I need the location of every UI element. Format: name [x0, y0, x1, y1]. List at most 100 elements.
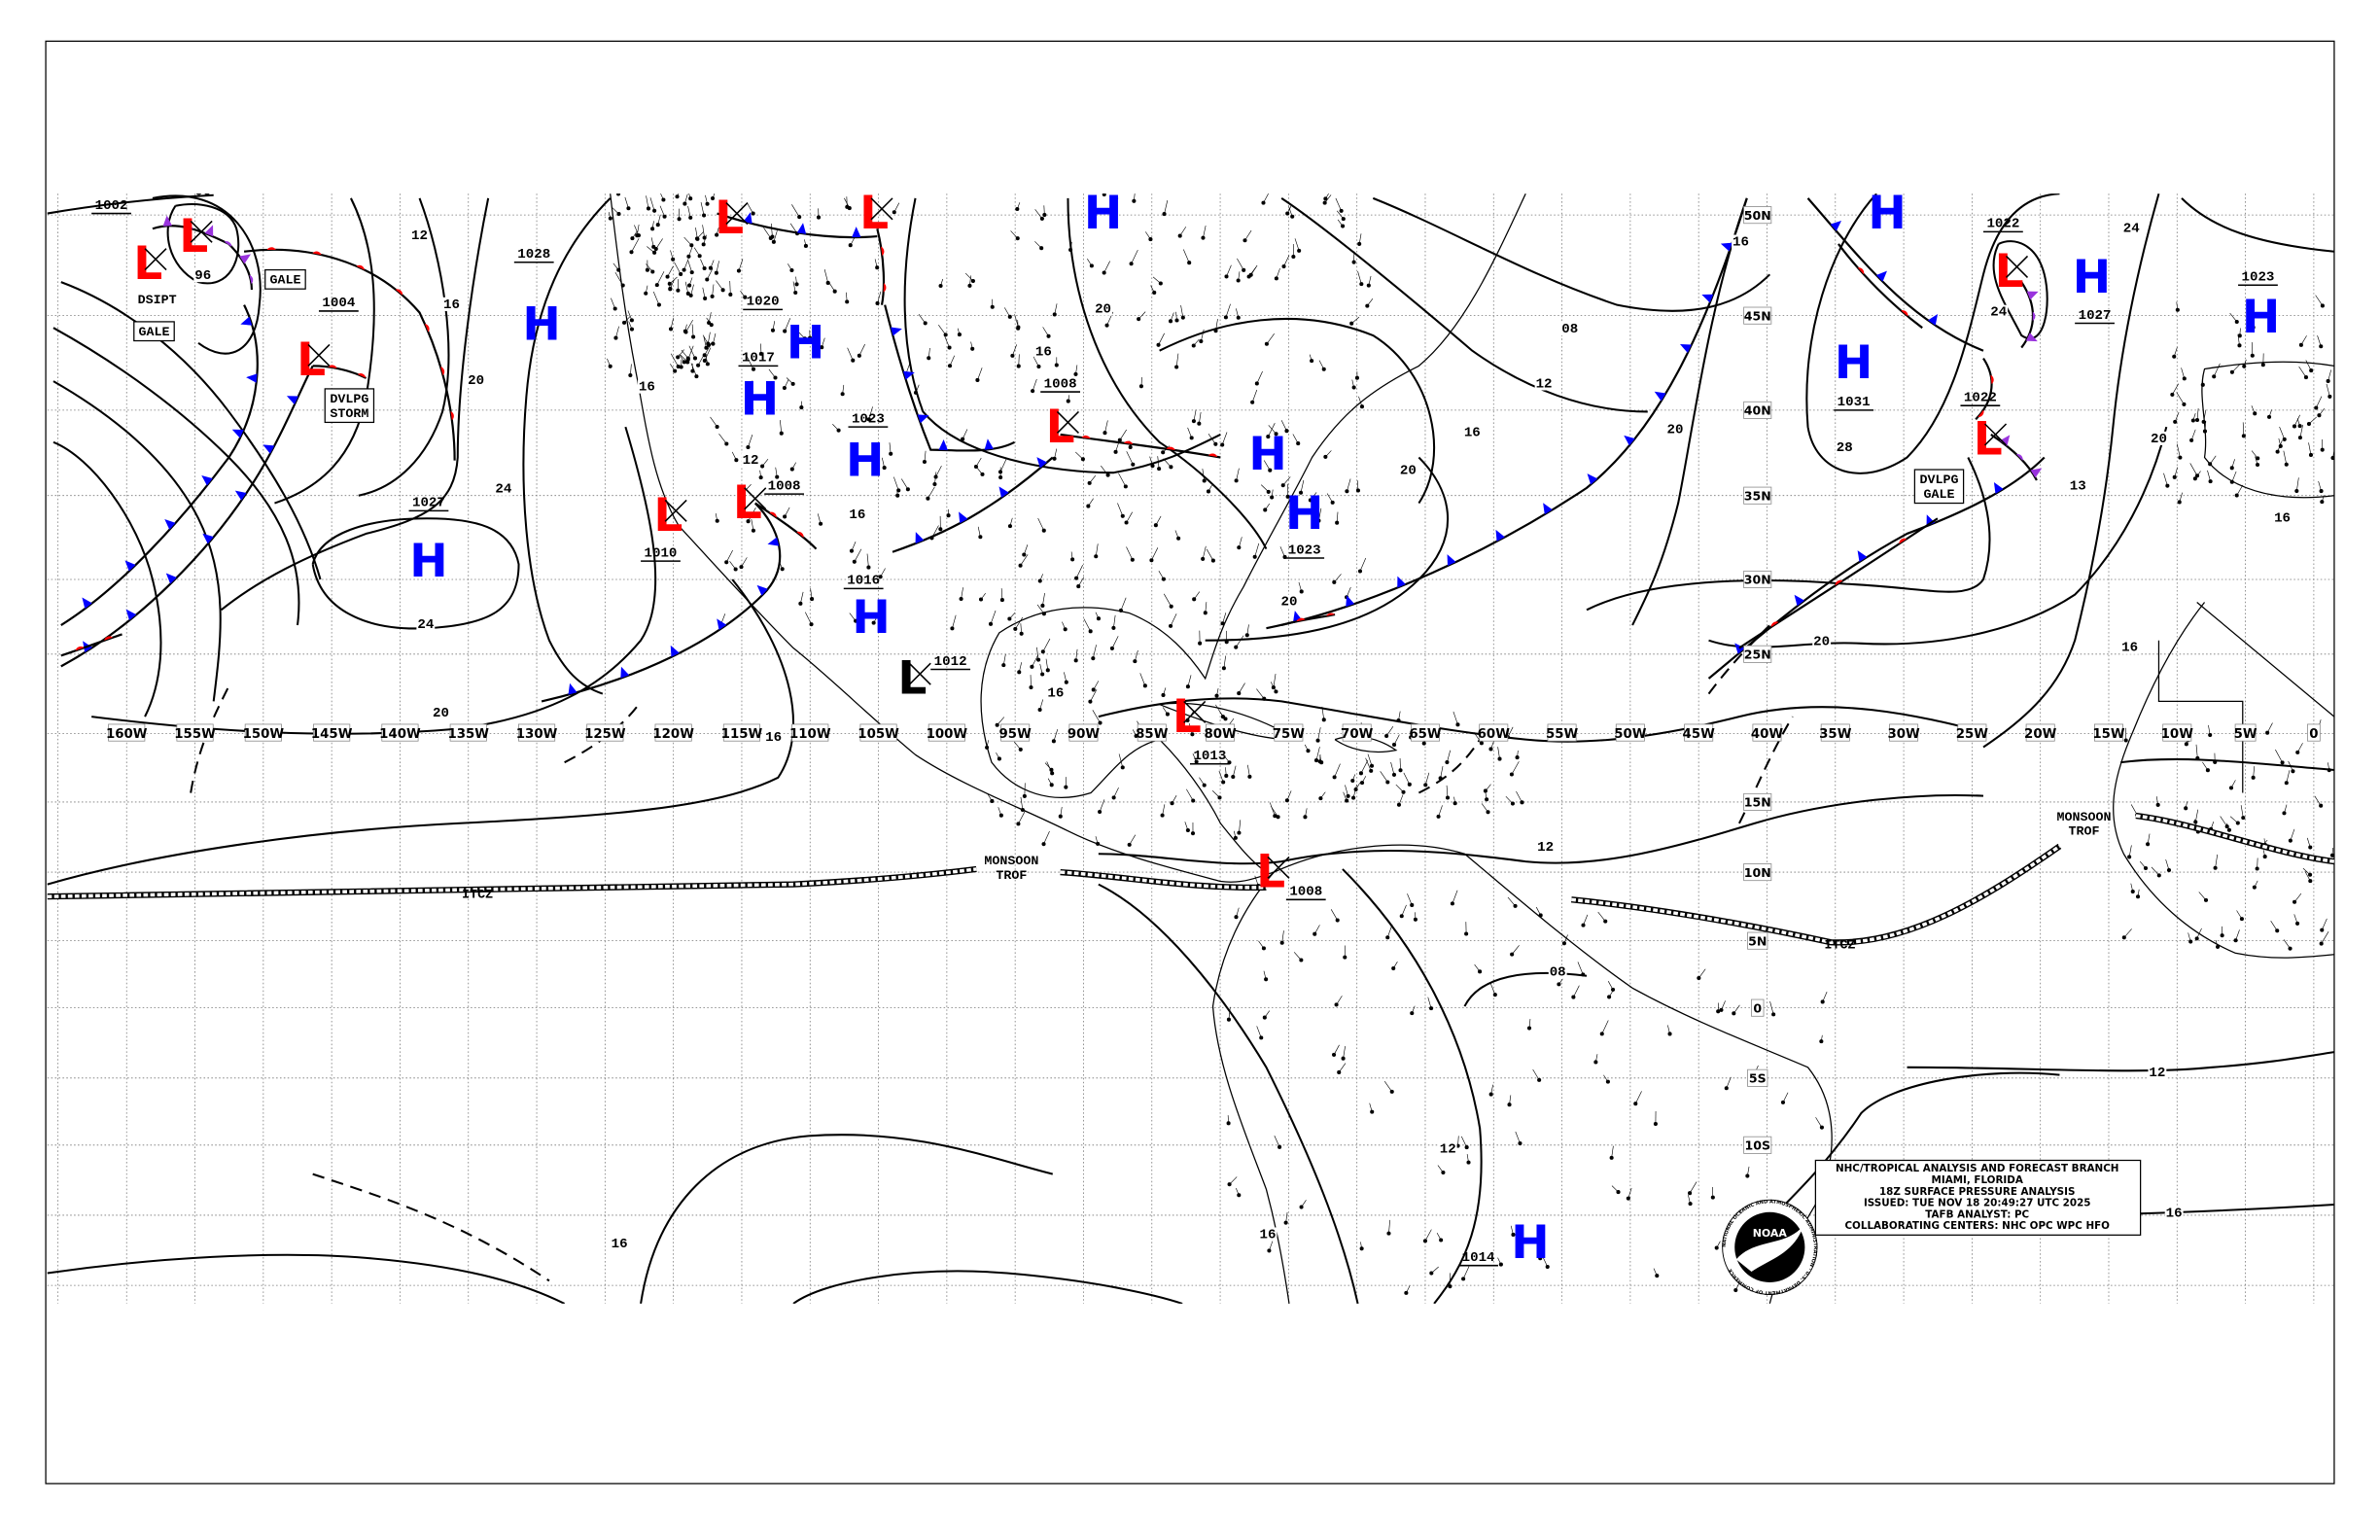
center-x-mark: [1056, 410, 1080, 434]
high-pressure-center: H 1014: [1458, 1216, 1550, 1270]
station-plot: [1308, 492, 1317, 503]
latitude-label: 25N: [1743, 645, 1772, 663]
station-plot: [1231, 765, 1237, 780]
station-plot: [629, 238, 640, 255]
station-plot: [2188, 932, 2193, 944]
station-plot: [932, 472, 937, 487]
title-line-6: COLLABORATING CENTERS: NHC OPC WPC HFO: [1844, 1220, 2110, 1232]
cold-front: [1266, 197, 1748, 630]
center-symbol: L: [133, 237, 162, 291]
isobar: [1631, 197, 1748, 626]
cold-front-triangle: [1654, 391, 1666, 402]
center-x-mark: [664, 499, 687, 522]
station-plot: [1445, 785, 1451, 800]
station-plot: [682, 259, 689, 272]
cold-front-triangle: [1993, 482, 2004, 494]
warm-front-semicircle: [1978, 409, 1984, 418]
isobar: [52, 380, 222, 702]
isobar: [1098, 883, 1359, 1304]
station-plot: [1541, 1255, 1550, 1270]
latitude-label: 45N: [1743, 306, 1772, 325]
station-plot: [810, 588, 815, 602]
station-plot: [2320, 439, 2325, 452]
station-plot: [857, 343, 865, 358]
station-plot: [1234, 468, 1240, 483]
station-plot: [849, 612, 858, 623]
station-plot: [2304, 870, 2313, 884]
isobar-label: 12: [2149, 1066, 2165, 1081]
pressure-value: 1022: [1964, 390, 1997, 405]
station-plot: [746, 202, 755, 216]
cold-front-triangle: [2025, 332, 2038, 342]
latitude-label: 35N: [1743, 486, 1772, 505]
station-plot: [866, 406, 873, 422]
station-plot: [1192, 591, 1201, 602]
station-plot: [1227, 1176, 1238, 1187]
svg-text:DVLPG: DVLPG: [1919, 473, 1958, 488]
station-plot: [622, 316, 631, 325]
station-plot: [1083, 618, 1093, 634]
longitude-label: 115W: [721, 723, 763, 742]
svg-text:45N: 45N: [1744, 308, 1771, 323]
station-plot: [791, 204, 802, 220]
station-plot: [1390, 761, 1397, 777]
isobar-label-group: 16: [442, 298, 461, 313]
isobar: [47, 1253, 566, 1304]
trough-line: [312, 1172, 550, 1282]
station-plot: [654, 271, 665, 288]
station-plot: [1185, 675, 1192, 689]
station-plot: [715, 512, 719, 523]
station-plot: [688, 284, 694, 298]
station-plot: [1262, 1010, 1271, 1020]
station-plot: [1330, 909, 1340, 923]
station-plot: [1126, 546, 1135, 562]
station-plot: [1398, 757, 1403, 773]
cold-front-triangle: [743, 212, 752, 225]
station-plot: [1016, 320, 1021, 331]
station-plot: [1226, 1115, 1231, 1126]
isobar-label: 16: [849, 508, 865, 523]
isobar-label: 16: [1464, 426, 1481, 441]
station-plot: [1073, 648, 1078, 663]
station-plot: [1380, 771, 1390, 785]
svg-text:25W: 25W: [1956, 727, 1989, 742]
occluded-front: [152, 215, 254, 291]
station-plot: [2295, 743, 2303, 754]
station-plot: [1561, 934, 1568, 946]
station-plot: [2202, 421, 2208, 434]
center-symbol: H: [1835, 336, 1872, 390]
warm-front: [60, 633, 122, 657]
station-plot: [1607, 981, 1616, 992]
longitude-label: 150W: [243, 723, 284, 742]
pressure-label: 00: [194, 193, 211, 200]
pressure-label: 1027: [2075, 308, 2115, 325]
station-plot: [1769, 1001, 1776, 1017]
svg-text:30N: 30N: [1744, 573, 1771, 587]
station-plot: [711, 332, 717, 346]
station-plot: [1039, 663, 1045, 677]
latitude-label: 30N: [1743, 570, 1772, 588]
cold-front-triangle: [204, 225, 214, 237]
station-plot: [2250, 341, 2255, 358]
station-plot: [612, 207, 621, 217]
cold-front-triangle: [165, 573, 177, 584]
cold-front-triangle: [262, 444, 275, 454]
isobar: [640, 1134, 1054, 1304]
isobar: [1205, 456, 1450, 642]
station-plot: [1485, 789, 1489, 802]
pressure-label: 1016: [843, 574, 884, 590]
isobar-label-group: 08: [1548, 965, 1567, 981]
pressure-value: 1014: [1462, 1250, 1495, 1266]
station-plot: [1315, 727, 1321, 743]
station-plot: [1571, 985, 1580, 999]
station-plot: [1091, 681, 1100, 692]
station-plot: [2220, 926, 2224, 938]
noaa-logo: NOAA NATIONAL OCEANIC AND ATMOSPHERIC AD…: [1722, 1199, 1818, 1295]
station-plot: [1429, 1266, 1439, 1276]
cold-front-triangle: [938, 438, 948, 451]
station-plot: [2327, 762, 2331, 773]
station-plot: [1269, 802, 1278, 819]
station-plot: [1312, 925, 1320, 936]
station-plot: [1076, 577, 1085, 589]
station-plot: [799, 401, 804, 410]
